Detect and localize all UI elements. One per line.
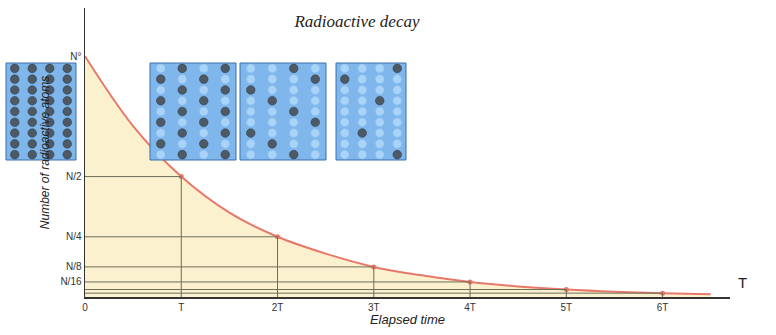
svg-text:Radioactive decay: Radioactive decay — [293, 12, 420, 31]
svg-text:Number of radioactive atoms: Number of radioactive atoms — [38, 76, 52, 229]
svg-text:N/2: N/2 — [66, 171, 82, 182]
svg-text:3T: 3T — [368, 302, 380, 313]
svg-text:N/16: N/16 — [60, 276, 82, 287]
svg-text:N°: N° — [70, 51, 81, 62]
svg-text:4T: 4T — [464, 302, 476, 313]
svg-text:N/4: N/4 — [66, 231, 82, 242]
svg-text:Elapsed time: Elapsed time — [370, 313, 445, 328]
svg-text:N/8: N/8 — [66, 261, 82, 272]
svg-text:2T: 2T — [272, 302, 284, 313]
svg-text:T: T — [178, 302, 184, 313]
svg-text:6T: 6T — [657, 302, 669, 313]
svg-text:T: T — [738, 274, 747, 291]
svg-text:0: 0 — [82, 302, 88, 313]
svg-text:5T: 5T — [561, 302, 573, 313]
